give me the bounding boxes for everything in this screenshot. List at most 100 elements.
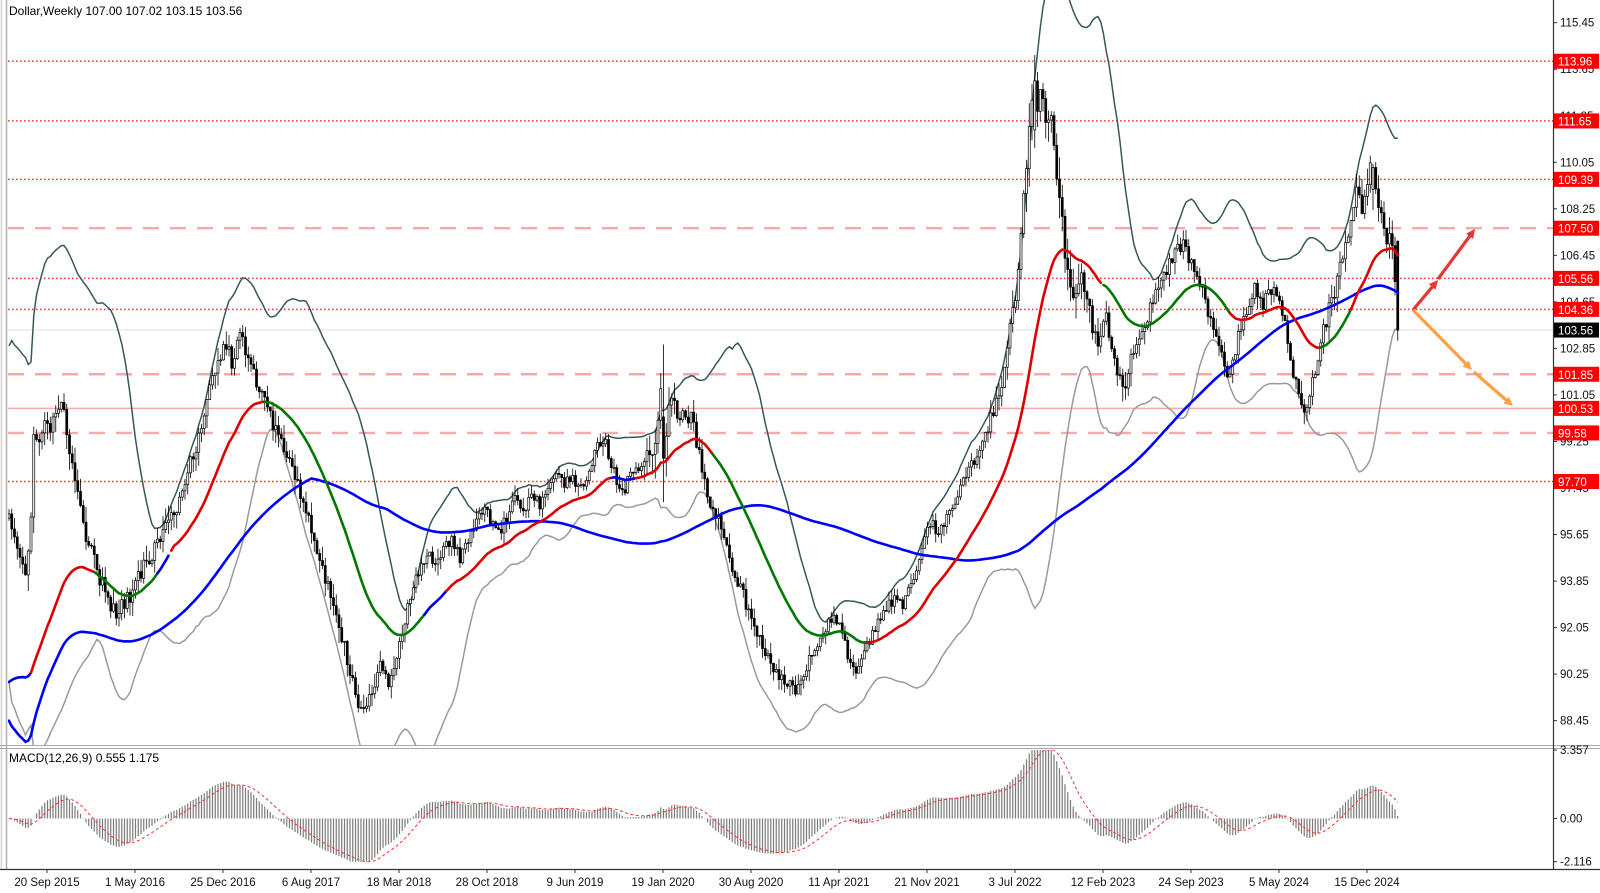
candle-up [1099,335,1103,347]
candle-up [425,555,429,564]
fast-ma-segment-green [1102,283,1232,328]
candle-down [574,474,577,487]
price-level-badge [1554,53,1599,69]
fast-ma-segment-red [634,437,715,480]
candle-up [197,432,201,453]
candle-down [147,560,151,565]
candle-down [791,680,795,686]
candle-up [510,500,514,513]
price-axis-label: 102.85 [1560,343,1595,355]
price-axis[interactable]: 115.45113.65111.85110.05108.25106.45104.… [1553,18,1595,728]
candle-up [953,503,957,509]
price-axis-label: 115.45 [1560,18,1594,30]
candle-up [964,476,968,479]
moving-averages [8,247,1400,744]
current-price-badge [1554,322,1599,338]
candle-down [381,660,385,671]
candle-up [1162,271,1166,281]
candle-down [13,528,16,538]
candle-down [829,618,833,623]
candle-up [1102,320,1105,337]
candle-up [1228,373,1232,378]
candle-up [51,416,55,433]
candle-down [843,632,847,641]
candle-up [1129,353,1133,375]
candle-down [103,576,107,593]
candle-up [1253,282,1257,299]
bull-projection-arrow[interactable] [1411,229,1475,312]
candle-down [516,495,520,501]
candle-up [202,415,206,429]
candle-up [136,571,140,582]
candle-up [1005,347,1009,368]
candle-down [1212,317,1215,330]
candle-up [906,587,910,597]
candle-down [1052,115,1056,146]
candle-up [238,332,242,341]
candle-down [315,540,319,554]
time-axis[interactable]: 20 Sep 2015 1 May 2016 25 Dec 2016 6 Aug 20… [14,869,1400,889]
candle-up [1338,261,1342,277]
candle-up [466,542,470,545]
candle-down [1275,287,1279,297]
candle-up [862,650,866,660]
candle-down [519,499,522,509]
candle-down [1324,324,1328,328]
candle-down [851,662,855,668]
candle-up [428,551,432,557]
candle-down [700,449,704,473]
price-badge-label: 107.50 [1558,224,1593,236]
candle-down [521,507,525,512]
candle-down [453,535,456,550]
candle-up [26,550,30,576]
candle-up [1330,296,1334,304]
candle-up [365,705,368,709]
candle-up [807,655,811,672]
candle-down [285,451,289,458]
candle-down [1184,239,1188,247]
candle-up [931,520,935,527]
candle-up [805,670,808,678]
candle-down [1055,144,1059,180]
candle-down [648,450,652,456]
bear-projection-arrow[interactable] [1411,308,1513,406]
candle-up [389,674,393,688]
candle-down [191,456,195,460]
candle-down [725,537,729,546]
candle-down [332,597,335,606]
candle-up [986,431,990,434]
candle-down [304,501,308,514]
price-badge-label: 97.70 [1558,477,1587,489]
candle-down [607,439,610,459]
candle-down [109,596,113,612]
candle-up [260,390,264,393]
candle-up [1316,360,1320,375]
candle-up [183,484,187,492]
candle-down [257,386,261,393]
candle-up [1038,89,1042,112]
candle-up [1159,279,1163,289]
candle-up [1104,312,1108,322]
candle-up [1366,184,1369,197]
candle-down [230,346,234,369]
candle-up [1000,386,1004,397]
time-axis-label: 24 Sep 2023 [1158,877,1223,889]
candle-up [904,595,907,609]
candle-down [345,641,349,666]
macd-pane [8,750,1399,863]
candle-down [532,493,536,501]
arrow-head [1428,280,1438,290]
price-level-badge [1554,366,1599,382]
candle-up [659,388,663,421]
candle-up [1093,331,1097,334]
candle-down [631,471,635,474]
fast-ma-segment-green [711,453,869,645]
candle-down [417,574,421,577]
candle-down [1278,295,1281,302]
candle-up [1245,314,1248,317]
candle-up [626,476,630,494]
price-badge-label: 113.96 [1558,57,1592,69]
candle-down [1382,212,1386,229]
candle-down [895,595,899,600]
